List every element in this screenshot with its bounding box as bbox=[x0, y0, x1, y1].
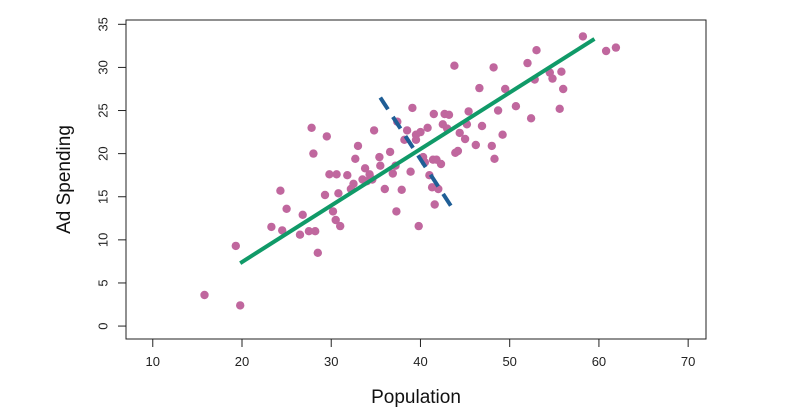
data-point bbox=[477, 121, 487, 131]
data-point bbox=[555, 104, 564, 114]
data-point bbox=[493, 106, 503, 115]
x-axis: 10 20 30 40 50 60 70 bbox=[146, 338, 695, 369]
data-point bbox=[453, 146, 463, 156]
y-tick-label: 20 bbox=[95, 146, 110, 160]
x-tick-label: 70 bbox=[681, 354, 695, 369]
data-point bbox=[411, 135, 421, 144]
data-point bbox=[450, 61, 459, 70]
data-point bbox=[307, 123, 316, 132]
data-point bbox=[489, 63, 498, 72]
plot-frame bbox=[125, 19, 707, 340]
data-point bbox=[353, 141, 363, 151]
y-tick-label: 10 bbox=[95, 233, 110, 247]
data-point bbox=[414, 221, 423, 231]
data-point bbox=[278, 226, 287, 235]
y-tick-label: 25 bbox=[95, 103, 110, 117]
data-point bbox=[376, 161, 385, 170]
data-point bbox=[475, 83, 484, 93]
data-point bbox=[523, 58, 532, 68]
data-point bbox=[490, 154, 499, 163]
data-point bbox=[392, 207, 401, 216]
x-tick-label: 30 bbox=[324, 354, 338, 369]
data-point bbox=[402, 126, 412, 135]
data-point bbox=[498, 130, 507, 139]
data-point bbox=[360, 164, 370, 173]
data-point bbox=[313, 248, 322, 257]
data-point bbox=[511, 102, 521, 111]
data-point bbox=[487, 141, 496, 151]
data-point bbox=[423, 123, 432, 132]
data-point bbox=[231, 241, 240, 251]
data-point bbox=[332, 170, 341, 179]
data-point bbox=[336, 221, 345, 231]
data-point bbox=[430, 200, 439, 209]
data-point bbox=[331, 215, 340, 225]
data-point bbox=[455, 128, 464, 138]
data-point bbox=[471, 140, 480, 150]
x-tick-label: 60 bbox=[592, 354, 606, 369]
data-point bbox=[276, 186, 285, 195]
data-point bbox=[334, 189, 343, 198]
data-point bbox=[325, 170, 334, 179]
data-point bbox=[282, 204, 291, 213]
data-point bbox=[464, 107, 473, 116]
x-axis-title: Population bbox=[371, 387, 461, 408]
x-tick-label: 20 bbox=[235, 354, 249, 369]
data-point bbox=[408, 103, 417, 113]
data-point bbox=[601, 46, 611, 56]
data-point bbox=[369, 126, 379, 135]
data-point bbox=[578, 32, 588, 41]
x-tick-label: 10 bbox=[146, 354, 160, 369]
data-point bbox=[526, 114, 536, 123]
data-point bbox=[436, 159, 446, 169]
data-point bbox=[429, 109, 438, 119]
y-tick-label: 15 bbox=[95, 190, 110, 204]
data-point bbox=[611, 43, 621, 52]
data-point bbox=[406, 167, 415, 176]
y-tick-label: 30 bbox=[95, 60, 110, 74]
data-point bbox=[444, 110, 454, 120]
data-point bbox=[311, 227, 320, 236]
data-point bbox=[397, 185, 406, 194]
data-point bbox=[322, 132, 331, 141]
data-point bbox=[559, 84, 568, 94]
y-tick-label: 5 bbox=[95, 279, 110, 286]
data-point bbox=[309, 149, 318, 158]
data-point bbox=[548, 74, 557, 83]
data-point bbox=[460, 134, 470, 144]
data-point bbox=[375, 152, 384, 162]
data-point bbox=[557, 67, 566, 76]
scatter-points bbox=[200, 32, 621, 310]
data-point bbox=[236, 301, 245, 310]
data-point bbox=[380, 184, 389, 194]
data-point bbox=[532, 46, 541, 55]
data-point bbox=[320, 190, 330, 200]
data-point bbox=[416, 127, 425, 137]
y-axis: 0 5 10 15 20 25 30 35 bbox=[95, 17, 126, 330]
data-point bbox=[388, 169, 397, 178]
y-tick-label: 35 bbox=[95, 17, 110, 31]
data-point bbox=[298, 210, 307, 219]
data-point bbox=[349, 179, 358, 188]
x-tick-label: 50 bbox=[502, 354, 516, 369]
data-point bbox=[295, 230, 305, 239]
data-point bbox=[200, 290, 209, 300]
data-point bbox=[343, 171, 352, 180]
y-axis-title: Ad Spending bbox=[54, 125, 75, 234]
x-tick-label: 40 bbox=[413, 354, 427, 369]
data-point bbox=[385, 147, 395, 157]
fit-line bbox=[239, 37, 596, 265]
data-point bbox=[267, 222, 276, 232]
y-tick-label: 0 bbox=[95, 322, 110, 329]
data-point bbox=[304, 227, 314, 236]
data-point bbox=[328, 207, 338, 216]
data-point bbox=[351, 154, 360, 163]
data-point bbox=[501, 84, 510, 94]
